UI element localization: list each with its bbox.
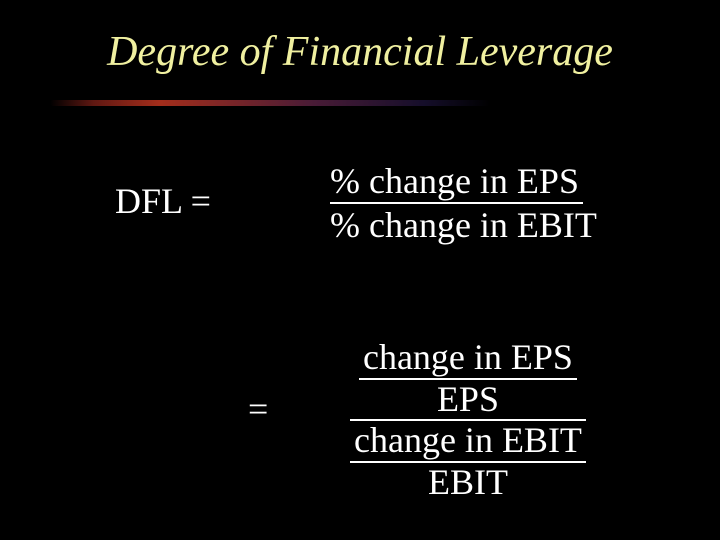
eq2-bot-num: change in EBIT: [350, 421, 586, 463]
eq2-top-den: EPS: [350, 380, 586, 422]
eq2-equals: =: [248, 388, 268, 430]
eq2-top-num: change in EPS: [359, 338, 577, 380]
title-underline: [50, 100, 490, 106]
eq2-compound-fraction: change in EPS EPS change in EBIT EBIT: [350, 338, 586, 502]
eq1-left: DFL =: [115, 180, 211, 222]
eq2-outer-numerator: change in EPS EPS: [350, 338, 586, 421]
eq2-bot-den: EBIT: [350, 463, 586, 503]
eq2-outer-denominator: change in EBIT EBIT: [350, 421, 586, 502]
eq1-denominator: % change in EBIT: [330, 204, 597, 246]
eq1-numerator: % change in EPS: [330, 160, 583, 204]
slide-title: Degree of Financial Leverage: [0, 0, 720, 76]
eq1-fraction: % change in EPS % change in EBIT: [330, 160, 597, 246]
